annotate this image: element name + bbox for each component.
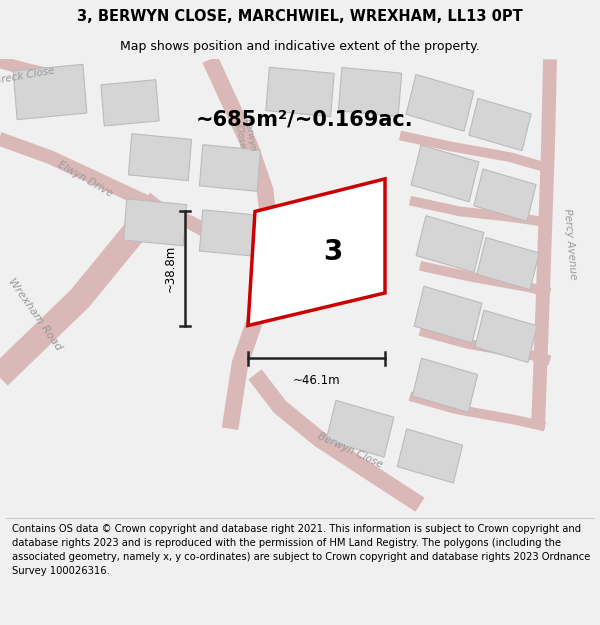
Polygon shape	[412, 358, 478, 412]
Text: Berwyn Close: Berwyn Close	[316, 431, 384, 470]
Text: Contains OS data © Crown copyright and database right 2021. This information is : Contains OS data © Crown copyright and d…	[12, 524, 590, 576]
Text: Berwyn
Close: Berwyn Close	[233, 117, 257, 154]
Polygon shape	[474, 169, 536, 221]
Polygon shape	[414, 286, 482, 343]
Text: 3, BERWYN CLOSE, MARCHWIEL, WREXHAM, LL13 0PT: 3, BERWYN CLOSE, MARCHWIEL, WREXHAM, LL1…	[77, 9, 523, 24]
Text: ~46.1m: ~46.1m	[293, 374, 340, 388]
Polygon shape	[477, 238, 539, 290]
Text: 3: 3	[323, 238, 343, 266]
Polygon shape	[397, 429, 463, 483]
Polygon shape	[406, 74, 474, 131]
Text: ~38.8m: ~38.8m	[164, 245, 177, 292]
Polygon shape	[416, 216, 484, 272]
Polygon shape	[199, 210, 260, 256]
Polygon shape	[469, 99, 531, 151]
Polygon shape	[326, 401, 394, 457]
Polygon shape	[475, 310, 537, 362]
Text: Elwyn Drive: Elwyn Drive	[56, 159, 114, 199]
Polygon shape	[266, 68, 334, 117]
Polygon shape	[338, 68, 401, 116]
Polygon shape	[13, 64, 87, 119]
Polygon shape	[124, 199, 187, 246]
Polygon shape	[101, 79, 159, 126]
Polygon shape	[248, 179, 385, 326]
Text: Percy Avenue: Percy Avenue	[562, 208, 578, 280]
Polygon shape	[128, 134, 191, 181]
Text: ~685m²/~0.169ac.: ~685m²/~0.169ac.	[196, 109, 414, 129]
Polygon shape	[199, 145, 260, 191]
Text: Map shows position and indicative extent of the property.: Map shows position and indicative extent…	[120, 40, 480, 52]
Polygon shape	[411, 145, 479, 202]
Text: Wrexham Road: Wrexham Road	[7, 277, 64, 352]
Text: Breck Close: Breck Close	[0, 66, 56, 86]
